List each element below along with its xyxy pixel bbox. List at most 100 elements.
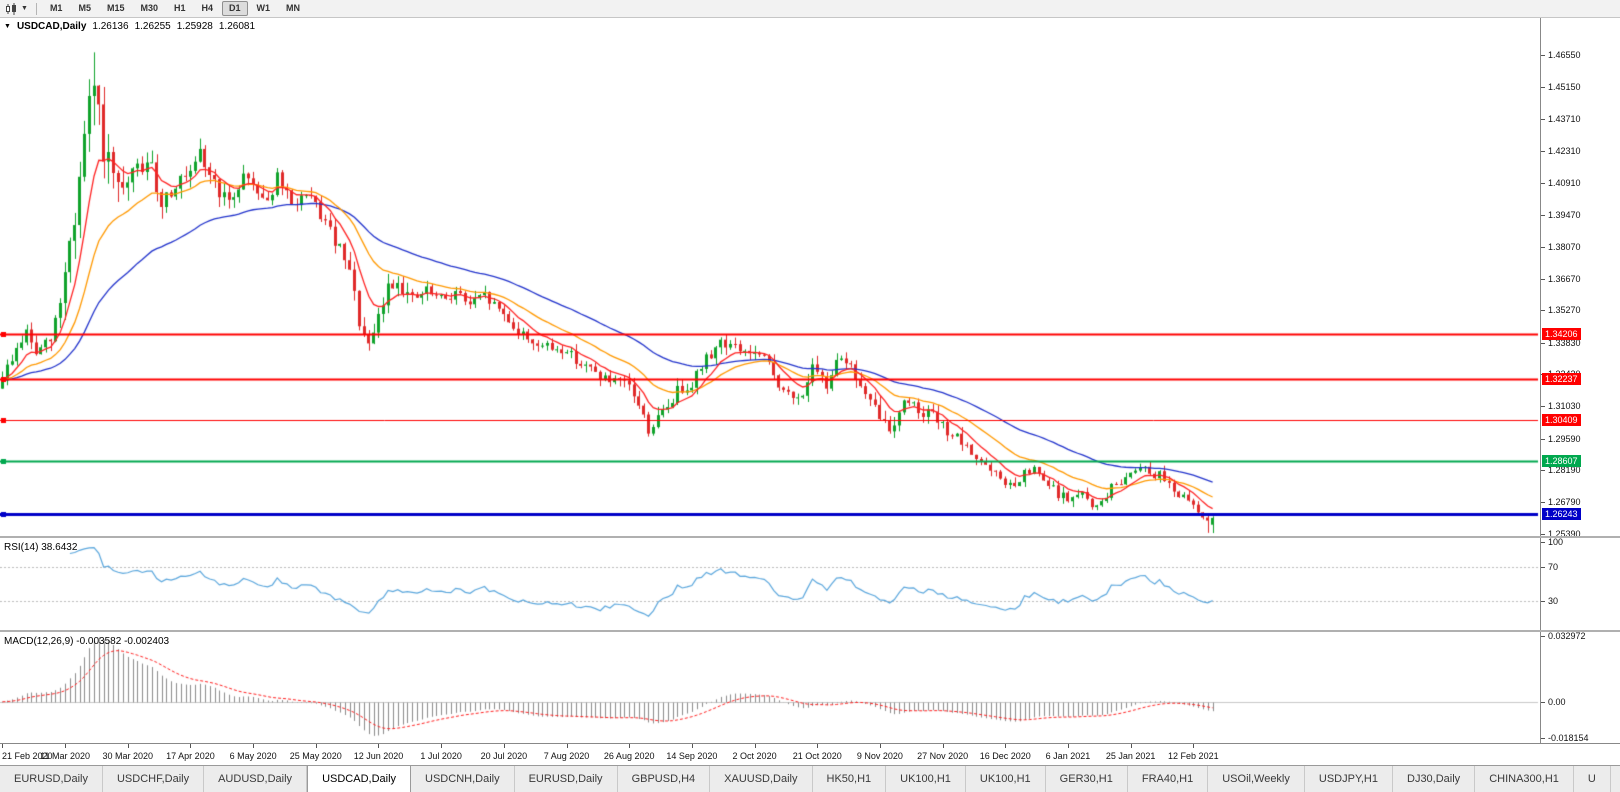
chart-tab-14[interactable]: USDJPY,H1: [1304, 766, 1393, 792]
axis-tick: [1541, 55, 1545, 56]
chart-tab-label: XAUUSD,Daily: [724, 773, 798, 785]
chart-tab-12[interactable]: FRA40,H1: [1127, 766, 1209, 792]
ohlc-close-value: 1.26081: [218, 21, 256, 32]
top-toolbar: ▼ M1 M5 M15 M30 H1 H4 D1 W1 MN: [0, 0, 1620, 18]
timeframe-button-h1[interactable]: H1: [174, 3, 186, 13]
axis-tick: [1541, 87, 1545, 88]
date-axis-tick: [692, 744, 693, 748]
timeframe-button-w1[interactable]: W1: [256, 3, 271, 13]
chart-tab-6[interactable]: GBPUSD,H4: [617, 766, 711, 792]
chart-tab-label: GER30,H1: [1059, 773, 1113, 785]
chevron-down-icon[interactable]: ▼: [21, 5, 28, 12]
axis-tick: [1541, 502, 1545, 503]
hline-price-badge: 1.32237: [1542, 372, 1581, 385]
axis-tick: [1541, 215, 1545, 216]
time-axis[interactable]: 21 Feb 2020 11 Mar 2020 30 Mar 2020 17 Apr …: [0, 743, 1620, 765]
chart-tab-label: AUDUSD,Daily: [218, 773, 293, 785]
collapse-icon[interactable]: ▼: [4, 23, 11, 30]
chart-tab-7[interactable]: XAUUSD,Daily: [710, 766, 813, 792]
chart-tab-label: UK100,H1: [900, 773, 951, 785]
timeframe-button-h4[interactable]: H4: [201, 3, 214, 13]
chart-tab-11[interactable]: GER30,H1: [1045, 766, 1128, 792]
date-axis-tick: [943, 744, 944, 748]
timeframe-button-m30[interactable]: M30: [140, 3, 158, 13]
date-axis-label: 6 May 2020: [229, 751, 277, 761]
chart-window: ▼ USDCAD,Daily 1.26136 1.26255 1.25928 1…: [0, 18, 1620, 765]
pane-splitter[interactable]: [0, 630, 1620, 632]
macd-indicator-label: MACD(12,26,9) -0.003582 -0.002403: [4, 636, 170, 647]
date-axis-tick: [504, 744, 505, 748]
chart-title: ▼ USDCAD,Daily 1.26136 1.26255 1.25928 1…: [4, 21, 255, 32]
hline-price-badge: 1.34206: [1542, 328, 1581, 341]
chart-tab-9[interactable]: UK100,H1: [886, 766, 966, 792]
chart-tab-label: USDCHF,Daily: [116, 773, 190, 785]
date-axis-tick: [253, 744, 254, 748]
date-axis-tick: [128, 744, 129, 748]
chart-tab-3[interactable]: USDCAD,Daily: [307, 766, 412, 792]
chart-tab-15[interactable]: DJ30,Daily: [1393, 766, 1476, 792]
price-axis-label: 1.36670: [1548, 273, 1581, 284]
date-axis-label: 25 May 2020: [289, 751, 342, 761]
chart-tab-label: U: [1587, 773, 1596, 785]
chart-tab-5[interactable]: EURUSD,Daily: [514, 766, 618, 792]
chart-tab-label: DJ30,Daily: [1407, 773, 1461, 785]
date-axis-label: 12 Jun 2020: [353, 751, 404, 761]
price-axis-label: 1.39470: [1548, 210, 1581, 221]
date-axis-label: 21 Feb 2020: [2, 751, 53, 761]
chart-type-icon[interactable]: [5, 2, 18, 15]
date-axis-tick: [755, 744, 756, 748]
chart-tab-13[interactable]: USOil,Weekly: [1208, 766, 1305, 792]
date-axis-tick: [817, 744, 818, 748]
pane-splitter[interactable]: [0, 536, 1620, 538]
date-axis-label: 16 Dec 2020: [979, 751, 1031, 761]
date-axis-tick: [629, 744, 630, 748]
axis-tick: [1541, 738, 1545, 739]
date-axis-label: 30 Mar 2020: [102, 751, 154, 761]
ohlc-open-value: 1.26136: [92, 21, 129, 32]
axis-tick: [1541, 601, 1545, 602]
date-axis-tick: [1005, 744, 1006, 748]
price-axis[interactable]: 1.46550 1.45150 1.43710 1.42310 1.40910 1.394…: [1540, 18, 1620, 743]
timeframe-button-m5[interactable]: M5: [78, 3, 91, 13]
axis-tick: [1541, 119, 1545, 120]
chart-tab-label: GBPUSD,H4: [631, 773, 696, 785]
date-axis-label: 9 Nov 2020: [856, 751, 903, 761]
timeframe-button-m15[interactable]: M15: [106, 3, 125, 13]
date-axis-label: 25 Jan 2021: [1105, 751, 1156, 761]
chart-tab-4[interactable]: USDCNH,Daily: [411, 766, 515, 792]
date-axis-label: 21 Oct 2020: [792, 751, 842, 761]
chart-tab-2[interactable]: AUDUSD,Daily: [204, 766, 308, 792]
date-axis-label: 26 Aug 2020: [603, 751, 655, 761]
timeframe-button-m1[interactable]: M1: [49, 3, 63, 13]
axis-tick: [1541, 542, 1545, 543]
axis-tick: [1541, 439, 1545, 440]
chart-tab-0[interactable]: EURUSD,Daily: [0, 766, 103, 792]
date-axis-tick: [65, 744, 66, 748]
chart-tab-17[interactable]: U: [1573, 766, 1611, 792]
chart-tab-label: UK100,H1: [979, 773, 1031, 785]
date-axis-tick: [316, 744, 317, 748]
date-axis-tick: [378, 744, 379, 748]
chart-tab-8[interactable]: HK50,H1: [812, 766, 887, 792]
date-axis-label: 12 Feb 2021: [1168, 751, 1219, 761]
chart-tab-16[interactable]: CHINA300,H1: [1475, 766, 1574, 792]
macd-axis-label: 0.032972: [1548, 631, 1586, 641]
timeframe-button-d1[interactable]: D1: [222, 1, 248, 16]
date-axis-label: 7 Aug 2020: [543, 751, 590, 761]
chart-tab-label: USDCAD,Daily: [322, 773, 397, 785]
chart-tab-label: FRA40,H1: [1141, 773, 1194, 785]
price-chart-canvas[interactable]: [0, 18, 1540, 536]
macd-indicator-canvas[interactable]: [0, 632, 1540, 742]
price-axis-label: 1.43710: [1548, 114, 1581, 125]
axis-tick: [1541, 470, 1545, 471]
rsi-indicator-canvas[interactable]: [0, 538, 1540, 630]
chart-tab-1[interactable]: USDCHF,Daily: [102, 766, 205, 792]
date-axis-tick: [1131, 744, 1132, 748]
chart-tab-10[interactable]: UK100,H1: [965, 766, 1046, 792]
chart-tab-label: CHINA300,H1: [1489, 773, 1559, 785]
price-axis-label: 1.45150: [1548, 81, 1581, 92]
timeframe-button-mn[interactable]: MN: [286, 3, 301, 13]
price-axis-label: 1.40910: [1548, 177, 1581, 188]
price-axis-label: 1.28190: [1548, 465, 1581, 476]
axis-tick: [1541, 183, 1545, 184]
